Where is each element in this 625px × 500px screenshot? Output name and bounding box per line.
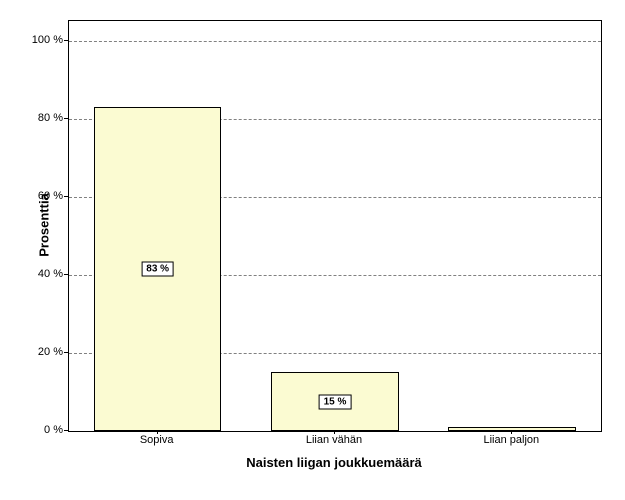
y-tick-label: 100 % xyxy=(13,34,63,46)
y-tick-mark xyxy=(64,352,68,353)
y-axis-title: Prosenttia xyxy=(36,193,51,257)
bar-value-label: 15 % xyxy=(319,394,352,409)
x-axis-title: Naisten liigan joukkuemäärä xyxy=(246,455,422,470)
y-tick-label: 20 % xyxy=(13,346,63,358)
y-tick-label: 0 % xyxy=(13,424,63,436)
x-tick-mark xyxy=(511,430,512,434)
y-tick-label: 80 % xyxy=(13,112,63,124)
bar-value-label: 83 % xyxy=(141,261,174,276)
plot-area: 83 % 15 % xyxy=(68,20,602,432)
x-tick-label: Liian vähän xyxy=(306,434,362,446)
x-tick-label: Sopiva xyxy=(140,434,174,446)
chart-container: 83 % 15 % Prosenttia Naisten liigan joukk… xyxy=(0,0,625,500)
x-tick-mark xyxy=(334,430,335,434)
y-tick-mark xyxy=(64,274,68,275)
x-tick-mark xyxy=(157,430,158,434)
gridline xyxy=(69,41,601,42)
y-tick-mark xyxy=(64,118,68,119)
y-tick-label: 40 % xyxy=(13,268,63,280)
x-tick-label: Liian paljon xyxy=(484,434,540,446)
y-tick-mark xyxy=(64,430,68,431)
y-tick-label: 60 % xyxy=(13,190,63,202)
y-tick-mark xyxy=(64,196,68,197)
y-tick-mark xyxy=(64,40,68,41)
